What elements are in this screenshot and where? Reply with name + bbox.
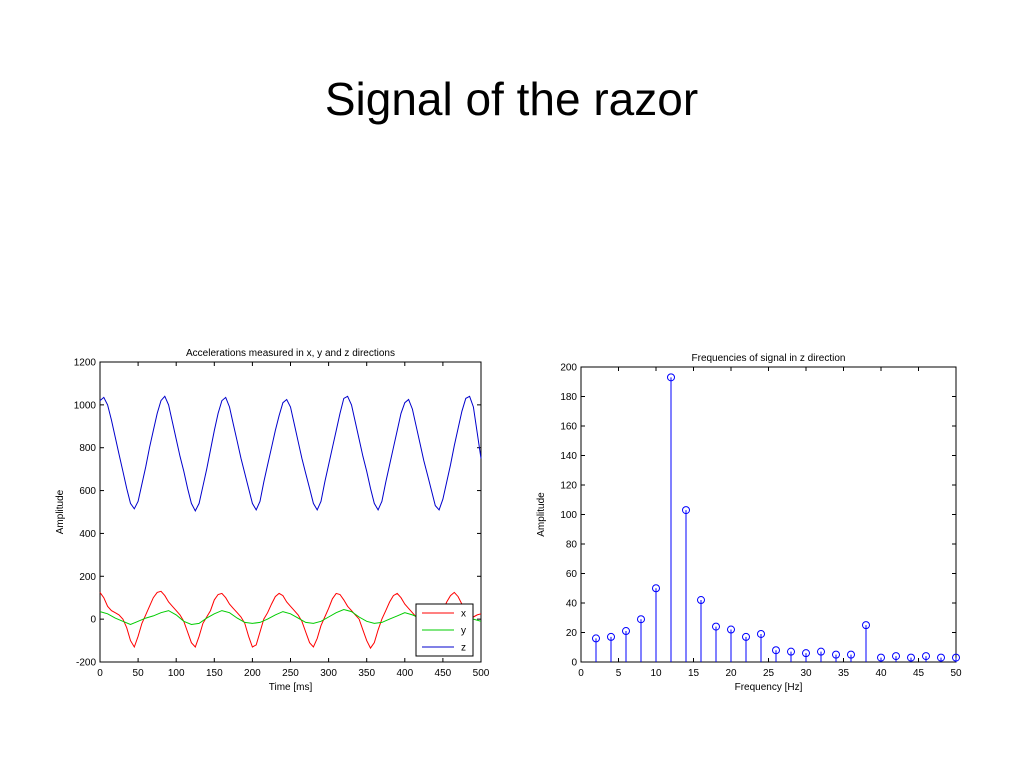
- stem-marker: [622, 627, 630, 636]
- x-tick-label: 0: [97, 668, 103, 679]
- x-axis-label: Frequency [Hz]: [735, 682, 803, 693]
- y-tick-label: 0: [571, 658, 577, 669]
- stem-marker: [817, 647, 825, 656]
- x-tick-label: 45: [913, 668, 925, 679]
- x-tick-label: 500: [473, 668, 490, 679]
- y-tick-label: -200: [76, 658, 96, 669]
- y-tick-label: 0: [90, 615, 96, 626]
- y-tick-label: 1000: [74, 400, 97, 411]
- x-tick-label: 100: [168, 668, 185, 679]
- stem-marker: [592, 634, 600, 643]
- x-tick-label: 50: [133, 668, 145, 679]
- y-tick-label: 140: [560, 451, 577, 462]
- stem-marker: [952, 653, 960, 662]
- stem-marker: [772, 646, 780, 655]
- stem-marker: [757, 629, 765, 638]
- chart-title: Frequencies of signal in z direction: [692, 353, 846, 364]
- x-tick-label: 250: [282, 668, 299, 679]
- stem-marker: [742, 632, 750, 641]
- y-tick-label: 200: [560, 363, 577, 374]
- y-tick-label: 1200: [74, 358, 97, 369]
- x-tick-label: 5: [616, 668, 622, 679]
- x-tick-label: 40: [875, 668, 887, 679]
- y-tick-label: 160: [560, 422, 577, 433]
- legend-label: x: [461, 609, 466, 620]
- x-tick-label: 400: [396, 668, 413, 679]
- x-tick-label: 10: [650, 668, 662, 679]
- legend-label: z: [461, 643, 466, 654]
- stem-marker: [697, 596, 705, 605]
- x-tick-label: 350: [358, 668, 375, 679]
- stem-marker: [862, 621, 870, 630]
- stem-marker: [877, 653, 885, 662]
- stem-marker: [907, 653, 915, 662]
- y-tick-label: 400: [79, 529, 96, 540]
- x-tick-label: 25: [763, 668, 775, 679]
- x-tick-label: 0: [578, 668, 584, 679]
- y-tick-label: 800: [79, 443, 96, 454]
- stem-marker: [667, 373, 675, 382]
- y-tick-label: 120: [560, 481, 577, 492]
- x-tick-label: 300: [320, 668, 337, 679]
- stem-marker: [847, 650, 855, 659]
- stem-marker: [802, 649, 810, 658]
- x-tick-label: 20: [725, 668, 737, 679]
- y-tick-label: 80: [566, 540, 578, 551]
- series-line-z: [99, 395, 482, 512]
- stem-marker: [787, 647, 795, 656]
- stem-marker: [637, 615, 645, 624]
- y-tick-label: 40: [566, 599, 578, 610]
- stem-marker: [652, 584, 660, 593]
- y-tick-label: 100: [560, 510, 577, 521]
- x-tick-label: 15: [688, 668, 700, 679]
- stem-marker: [922, 652, 930, 661]
- y-axis-label: Amplitude: [536, 492, 547, 537]
- x-tick-label: 50: [950, 668, 962, 679]
- stem-marker: [607, 632, 615, 641]
- chart-title: Accelerations measured in x, y and z dir…: [186, 348, 395, 359]
- y-axis-label: Amplitude: [55, 489, 66, 534]
- stem-marker: [892, 652, 900, 661]
- y-tick-label: 600: [79, 486, 96, 497]
- stem-marker: [832, 650, 840, 659]
- stem-marker: [712, 622, 720, 631]
- x-tick-label: 35: [838, 668, 850, 679]
- x-tick-label: 150: [206, 668, 223, 679]
- x-tick-label: 450: [435, 668, 452, 679]
- y-tick-label: 60: [566, 569, 578, 580]
- stem-marker: [727, 625, 735, 634]
- y-tick-label: 180: [560, 392, 577, 403]
- slide-title: Signal of the razor: [324, 73, 699, 125]
- y-tick-label: 200: [79, 572, 96, 583]
- x-axis-label: Time [ms]: [269, 682, 313, 693]
- x-tick-label: 200: [244, 668, 261, 679]
- plot-area: [580, 366, 957, 663]
- y-tick-label: 20: [566, 628, 578, 639]
- stem-marker: [937, 653, 945, 662]
- stem-marker: [682, 506, 690, 515]
- x-tick-label: 30: [800, 668, 812, 679]
- legend-label: y: [461, 626, 466, 637]
